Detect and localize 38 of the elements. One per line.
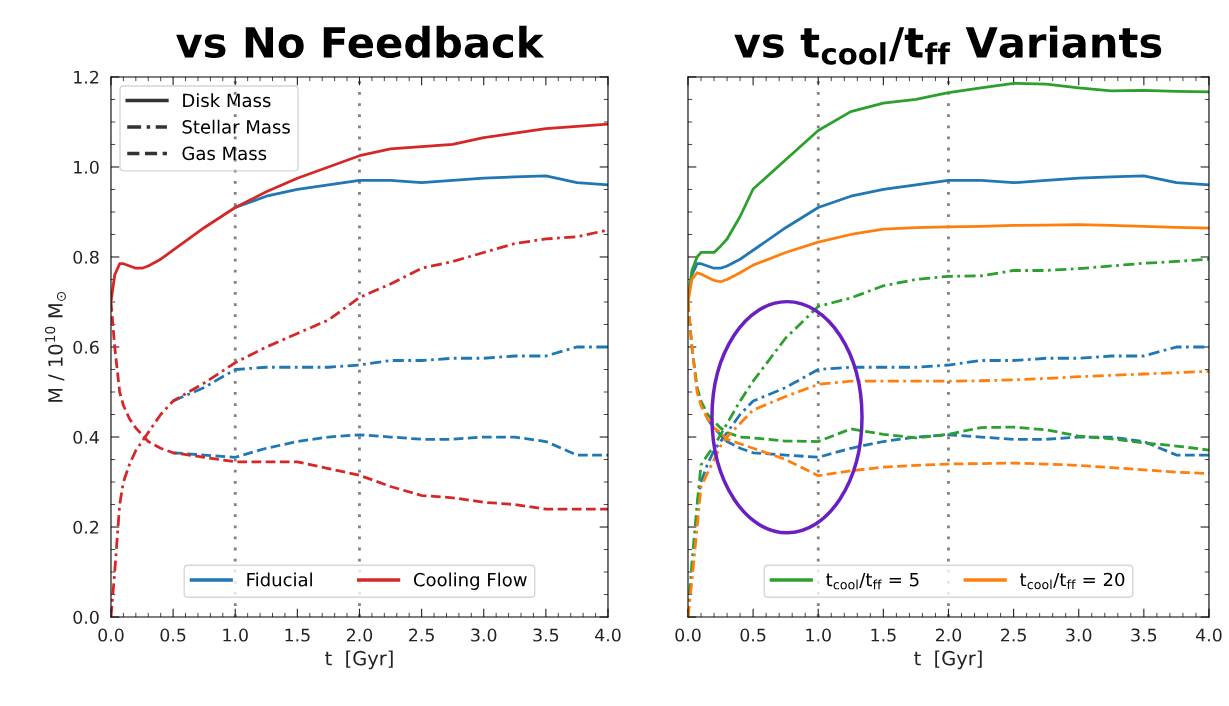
annotation: Stellar Mass: [182, 119, 290, 134]
x-tick-label: 0.5: [740, 628, 766, 642]
x-tick-label: 1.0: [806, 628, 831, 642]
x-tick-label: 3.5: [1131, 628, 1157, 642]
y-tick-label: 1.2: [74, 70, 99, 84]
x-tick-label: 1.5: [285, 628, 310, 642]
legend-label: t$_{cool}$/t$_{ff}$ = 20: [1020, 572, 1125, 590]
chart-title: vs t$_{cool}$/t$_{ff}$ Variants: [734, 25, 1162, 65]
x-tick-label: 3.5: [533, 628, 559, 642]
x-tick-label: 2.5: [409, 628, 434, 642]
x-tick-label: 3.0: [1066, 628, 1092, 642]
x-axis-title: t [Gyr]: [325, 650, 393, 670]
x-tick-label: 4.0: [1196, 628, 1222, 642]
y-tick-label: 0.8: [73, 250, 99, 264]
y-tick-label: 0.0: [73, 610, 99, 624]
y-tick-label: 0.2: [73, 520, 99, 534]
legend-label: Fiducial: [247, 572, 312, 587]
x-tick-label: 3.0: [471, 628, 497, 642]
x-tick-label: 2.0: [346, 628, 373, 642]
line-series: [171, 433, 608, 459]
x-tick-label: 0.5: [160, 628, 186, 642]
x-tick-label: 4.0: [595, 628, 621, 642]
x-tick-label: 2.0: [935, 628, 962, 642]
x-tick-label: 1.0: [223, 628, 248, 642]
y-axis-title: M / 10$^{10}$ M$_{⊙}$: [44, 292, 66, 402]
x-tick-label: 0.0: [675, 628, 701, 642]
y-tick-label: 0.6: [73, 340, 99, 354]
legend-label: t$_{cool}$/t$_{ff}$ = 5: [826, 573, 919, 590]
x-axis-title: t [Gyr]: [914, 650, 982, 670]
legend-label: Cooling Flow: [413, 572, 527, 590]
y-tick-label: 0.4: [73, 430, 99, 444]
x-tick-label: 0.0: [98, 628, 124, 642]
y-tick-label: 1.0: [74, 160, 99, 174]
chart-title: vs No Feedback: [176, 25, 545, 59]
x-tick-label: 1.5: [871, 628, 896, 642]
annotation: Disk Mass: [183, 93, 271, 108]
annotation: Gas Mass: [182, 146, 267, 161]
x-tick-label: 2.5: [1001, 628, 1026, 642]
